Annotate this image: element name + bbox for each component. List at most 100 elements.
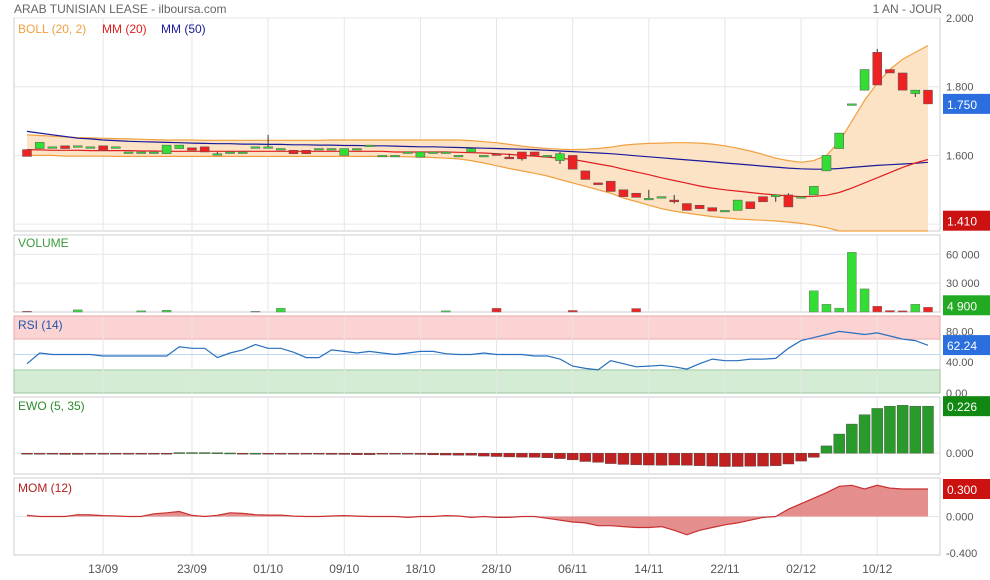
- ewo-bar: [84, 452, 97, 455]
- candle: [910, 89, 921, 94]
- ewo-last-badge-bg: [943, 396, 990, 417]
- ewo-bar: [884, 405, 896, 454]
- candle: [263, 146, 273, 149]
- candle: [847, 103, 857, 106]
- ewo-bar: [757, 452, 769, 467]
- candle: [199, 146, 210, 153]
- ewo-bar: [909, 405, 922, 454]
- mom-area: [27, 485, 928, 535]
- rsi-oversold-zone: [13, 369, 941, 394]
- ewo-bar: [72, 452, 84, 455]
- volume-bar: [250, 311, 261, 313]
- period-selector[interactable]: 1 AN - JOUR: [872, 2, 942, 16]
- candle: [301, 150, 311, 154]
- mom-last-badge-bg: [943, 479, 990, 499]
- candle: [314, 148, 324, 151]
- x-tick-label: 09/10: [329, 562, 359, 576]
- ewo-bar: [516, 452, 528, 458]
- volume-bar: [809, 290, 819, 313]
- ewo-bar: [427, 452, 439, 456]
- candle: [745, 201, 756, 209]
- x-tick-label: 18/10: [405, 562, 435, 576]
- x-tick-label: 14/11: [634, 562, 663, 576]
- volume-bar: [22, 310, 32, 313]
- x-tick-label: 23/09: [177, 562, 207, 576]
- rsi-overbought-zone: [13, 315, 941, 340]
- candle: [187, 147, 197, 151]
- ewo-bar: [833, 433, 845, 454]
- volume-bar: [631, 308, 641, 313]
- ewo-bar: [490, 452, 503, 457]
- rsi-last-badge: 62.24: [947, 339, 977, 353]
- ewo-bar: [528, 452, 541, 458]
- ewo-bar: [376, 452, 389, 455]
- candle: [364, 144, 375, 147]
- ewo-bar: [363, 452, 376, 455]
- ewo-bar: [59, 452, 71, 455]
- candle: [288, 150, 299, 154]
- ewo-bar: [605, 452, 617, 464]
- candle: [682, 203, 692, 211]
- candle: [707, 207, 718, 212]
- ewo-bar: [249, 452, 262, 455]
- candle: [796, 196, 806, 199]
- mom-panel: [13, 477, 941, 556]
- candle: [123, 151, 134, 154]
- rsi-label: RSI (14): [18, 318, 63, 332]
- candle: [605, 180, 616, 192]
- volume-panel: [13, 234, 941, 313]
- ewo-bar: [655, 452, 668, 466]
- candle: [834, 132, 844, 149]
- candle: [149, 151, 159, 154]
- ewo-bar: [135, 452, 147, 455]
- ewo-bar: [389, 452, 401, 455]
- ewo-bar: [287, 452, 300, 455]
- candle: [885, 69, 895, 74]
- ewo-bar: [744, 452, 757, 467]
- candle: [453, 155, 464, 158]
- candle: [593, 182, 603, 185]
- ewo-bar: [402, 452, 414, 455]
- mom-last-badge: 0.300: [947, 483, 977, 497]
- ewo-bar: [46, 452, 59, 455]
- volume-bar: [885, 310, 895, 313]
- ewo-bar: [820, 445, 833, 454]
- legend-item: BOLL (20, 2): [18, 22, 86, 36]
- candle: [618, 189, 629, 197]
- candle: [237, 151, 248, 154]
- candle: [377, 155, 388, 158]
- volume-label: VOLUME: [18, 236, 69, 250]
- candle: [504, 156, 514, 160]
- ewo-panel: [13, 396, 941, 475]
- ewo-bar: [478, 452, 490, 457]
- volume-bar: [897, 310, 908, 313]
- ewo-bar: [148, 452, 160, 455]
- ewo-bar: [351, 452, 363, 455]
- x-tick-label: 22/11: [710, 562, 739, 576]
- candle: [22, 149, 32, 157]
- candle: [720, 210, 730, 213]
- candle: [732, 199, 743, 211]
- price-last-badge: 1.750: [947, 98, 977, 112]
- candle: [326, 148, 337, 151]
- candle: [872, 52, 882, 86]
- volume-bar: [821, 304, 832, 313]
- ewo-bar: [211, 452, 224, 454]
- x-tick-label: 10/12: [862, 562, 892, 576]
- candle: [225, 151, 235, 154]
- legend-item: MM (50): [161, 22, 206, 36]
- ewo-bar: [731, 452, 744, 467]
- ewo-bar: [858, 414, 871, 454]
- ewo-bar: [186, 452, 198, 454]
- ewo-bar: [668, 452, 680, 466]
- ewo-bar: [198, 452, 211, 454]
- x-tick-label: 01/10: [253, 562, 283, 576]
- ewo-bar: [465, 452, 477, 456]
- candle: [34, 142, 45, 149]
- ewo-bar: [110, 452, 122, 455]
- ewo-bar: [630, 452, 642, 466]
- y-tick-label: 60 000: [946, 249, 980, 261]
- ewo-bar: [160, 452, 173, 455]
- bollinger-band-fill: [27, 45, 928, 231]
- y-tick-label: 1.600: [946, 150, 974, 162]
